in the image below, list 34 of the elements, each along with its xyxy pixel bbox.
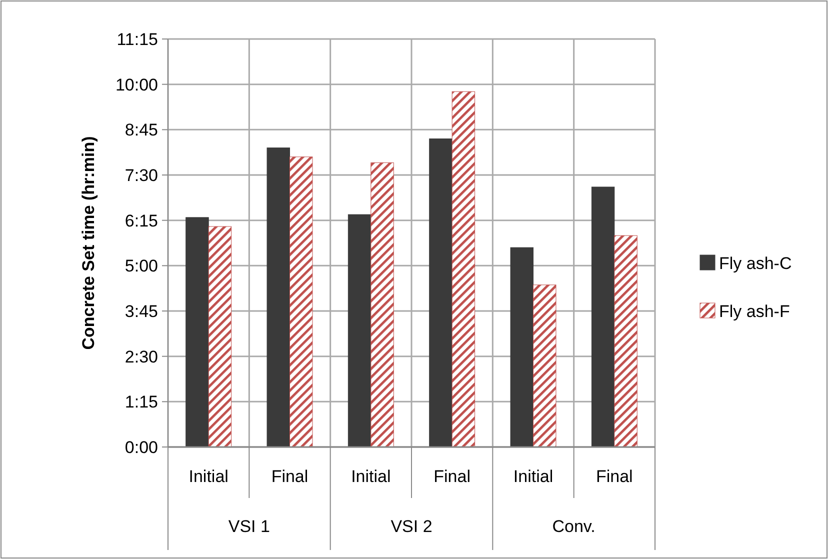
x-tick-label: Final <box>596 467 633 486</box>
bar <box>266 148 290 448</box>
y-tick-label: 10:00 <box>115 75 158 94</box>
bar <box>370 162 394 448</box>
bar <box>348 214 372 448</box>
bar <box>208 226 232 448</box>
bar <box>429 138 452 448</box>
y-tick-label: 0:00 <box>124 438 158 457</box>
bar <box>290 156 313 448</box>
legend-label: Fly ash-C <box>719 254 792 273</box>
bar <box>614 235 638 448</box>
x-tick-label: Final <box>434 467 471 486</box>
text: VSI 2 <box>390 517 432 536</box>
legend-label: Fly ash-F <box>719 302 790 321</box>
y-tick-label: 6:15 <box>124 211 158 230</box>
x-tick-label: Initial <box>513 467 554 486</box>
text: VSI 1 <box>228 517 270 536</box>
bar <box>533 284 556 448</box>
y-axis-title: Concrete Set time (hr:min) <box>79 136 98 350</box>
x-tick-label: Initial <box>351 467 391 486</box>
y-tick-label: 11:15 <box>116 30 158 49</box>
y-tick-label: 3:45 <box>124 302 158 321</box>
y-tick-label: 2:30 <box>124 347 158 366</box>
y-tick-label: 8:45 <box>124 120 158 140</box>
y-tick-label: 7:30 <box>124 166 158 185</box>
x-tick-label: Final <box>271 467 308 486</box>
bar <box>510 247 534 448</box>
bar <box>186 217 209 448</box>
bar <box>452 91 476 448</box>
text: Conv. <box>552 517 596 536</box>
y-tick-label: 5:00 <box>124 256 158 276</box>
y-tick-label: 1:15 <box>124 392 158 412</box>
bar <box>591 186 615 448</box>
x-tick-label: Initial <box>188 467 228 486</box>
